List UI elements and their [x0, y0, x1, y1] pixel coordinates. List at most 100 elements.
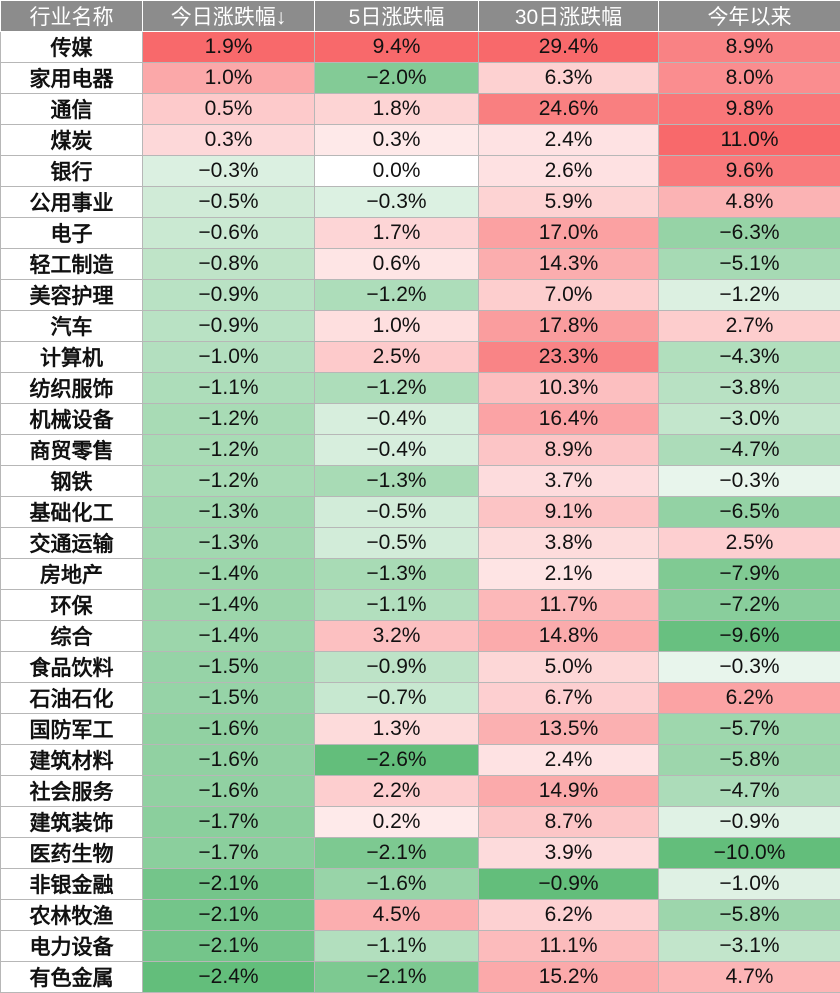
5day-change-cell: 1.7%: [315, 218, 479, 249]
ytd-change-cell: −4.3%: [659, 342, 840, 373]
5day-change-cell: −1.6%: [315, 869, 479, 900]
5day-change-cell: −2.1%: [315, 838, 479, 869]
ytd-change-cell: −3.0%: [659, 404, 840, 435]
today-change-cell: −1.0%: [143, 342, 315, 373]
table-row[interactable]: 医药生物−1.7%−2.1%3.9%−10.0%: [1, 838, 840, 869]
industry-name-cell: 医药生物: [1, 838, 143, 869]
industry-name-cell: 钢铁: [1, 466, 143, 497]
table-row[interactable]: 汽车−0.9%1.0%17.8%2.7%: [1, 311, 840, 342]
table-row[interactable]: 银行−0.3%0.0%2.6%9.6%: [1, 156, 840, 187]
industry-name-cell: 电力设备: [1, 931, 143, 962]
5day-change-cell: −0.9%: [315, 652, 479, 683]
industry-name-cell: 美容护理: [1, 280, 143, 311]
5day-change-cell: 4.5%: [315, 900, 479, 931]
ytd-change-cell: −4.7%: [659, 776, 840, 807]
30day-change-cell: 2.4%: [479, 745, 659, 776]
30day-change-cell: 29.4%: [479, 32, 659, 63]
ytd-change-cell: 8.0%: [659, 63, 840, 94]
header-30day-change[interactable]: 30日涨跌幅: [479, 1, 659, 32]
today-change-cell: −1.3%: [143, 528, 315, 559]
industry-name-cell: 家用电器: [1, 63, 143, 94]
table-row[interactable]: 综合−1.4%3.2%14.8%−9.6%: [1, 621, 840, 652]
ytd-change-cell: 4.8%: [659, 187, 840, 218]
industry-name-cell: 建筑材料: [1, 745, 143, 776]
table-row[interactable]: 石油石化−1.5%−0.7%6.7%6.2%: [1, 683, 840, 714]
30day-change-cell: 14.3%: [479, 249, 659, 280]
table-row[interactable]: 商贸零售−1.2%−0.4%8.9%−4.7%: [1, 435, 840, 466]
table-row[interactable]: 纺织服饰−1.1%−1.2%10.3%−3.8%: [1, 373, 840, 404]
table-row[interactable]: 交通运输−1.3%−0.5%3.8%2.5%: [1, 528, 840, 559]
table-row[interactable]: 环保−1.4%−1.1%11.7%−7.2%: [1, 590, 840, 621]
today-change-cell: −2.1%: [143, 931, 315, 962]
table-row[interactable]: 非银金融−2.1%−1.6%−0.9%−1.0%: [1, 869, 840, 900]
5day-change-cell: 1.3%: [315, 714, 479, 745]
30day-change-cell: 5.0%: [479, 652, 659, 683]
header-industry-name[interactable]: 行业名称: [1, 1, 143, 32]
industry-name-cell: 有色金属: [1, 962, 143, 993]
table-row[interactable]: 公用事业−0.5%−0.3%5.9%4.8%: [1, 187, 840, 218]
today-change-cell: −1.2%: [143, 404, 315, 435]
table-row[interactable]: 电子−0.6%1.7%17.0%−6.3%: [1, 218, 840, 249]
5day-change-cell: 9.4%: [315, 32, 479, 63]
today-change-cell: 1.9%: [143, 32, 315, 63]
30day-change-cell: 16.4%: [479, 404, 659, 435]
today-change-cell: −0.3%: [143, 156, 315, 187]
30day-change-cell: 17.8%: [479, 311, 659, 342]
30day-change-cell: 17.0%: [479, 218, 659, 249]
table-row[interactable]: 房地产−1.4%−1.3%2.1%−7.9%: [1, 559, 840, 590]
table-row[interactable]: 钢铁−1.2%−1.3%3.7%−0.3%: [1, 466, 840, 497]
industry-name-cell: 社会服务: [1, 776, 143, 807]
ytd-change-cell: 8.9%: [659, 32, 840, 63]
5day-change-cell: −1.2%: [315, 280, 479, 311]
header-ytd-change[interactable]: 今年以来: [659, 1, 840, 32]
table-row[interactable]: 建筑材料−1.6%−2.6%2.4%−5.8%: [1, 745, 840, 776]
industry-name-cell: 银行: [1, 156, 143, 187]
30day-change-cell: 6.3%: [479, 63, 659, 94]
ytd-change-cell: −6.5%: [659, 497, 840, 528]
ytd-change-cell: −1.2%: [659, 280, 840, 311]
header-5day-change[interactable]: 5日涨跌幅: [315, 1, 479, 32]
ytd-change-cell: 2.7%: [659, 311, 840, 342]
today-change-cell: −0.5%: [143, 187, 315, 218]
table-row[interactable]: 计算机−1.0%2.5%23.3%−4.3%: [1, 342, 840, 373]
today-change-cell: −2.4%: [143, 962, 315, 993]
industry-name-cell: 综合: [1, 621, 143, 652]
table-row[interactable]: 社会服务−1.6%2.2%14.9%−4.7%: [1, 776, 840, 807]
table-row[interactable]: 轻工制造−0.8%0.6%14.3%−5.1%: [1, 249, 840, 280]
5day-change-cell: 1.0%: [315, 311, 479, 342]
table-row[interactable]: 电力设备−2.1%−1.1%11.1%−3.1%: [1, 931, 840, 962]
industry-name-cell: 轻工制造: [1, 249, 143, 280]
30day-change-cell: 13.5%: [479, 714, 659, 745]
today-change-cell: 0.5%: [143, 94, 315, 125]
30day-change-cell: 8.9%: [479, 435, 659, 466]
header-today-change[interactable]: 今日涨跌幅↓: [143, 1, 315, 32]
table-row[interactable]: 美容护理−0.9%−1.2%7.0%−1.2%: [1, 280, 840, 311]
table-row[interactable]: 基础化工−1.3%−0.5%9.1%−6.5%: [1, 497, 840, 528]
5day-change-cell: −2.1%: [315, 962, 479, 993]
ytd-change-cell: 9.6%: [659, 156, 840, 187]
today-change-cell: −1.4%: [143, 559, 315, 590]
30day-change-cell: 7.0%: [479, 280, 659, 311]
ytd-change-cell: 4.7%: [659, 962, 840, 993]
30day-change-cell: 3.9%: [479, 838, 659, 869]
today-change-cell: −0.9%: [143, 311, 315, 342]
table-row[interactable]: 有色金属−2.4%−2.1%15.2%4.7%: [1, 962, 840, 993]
industry-name-cell: 农林牧渔: [1, 900, 143, 931]
ytd-change-cell: −7.9%: [659, 559, 840, 590]
table-row[interactable]: 农林牧渔−2.1%4.5%6.2%−5.8%: [1, 900, 840, 931]
ytd-change-cell: −5.1%: [659, 249, 840, 280]
30day-change-cell: 9.1%: [479, 497, 659, 528]
industry-name-cell: 纺织服饰: [1, 373, 143, 404]
industry-name-cell: 环保: [1, 590, 143, 621]
today-change-cell: −1.2%: [143, 435, 315, 466]
table-row[interactable]: 食品饮料−1.5%−0.9%5.0%−0.3%: [1, 652, 840, 683]
today-change-cell: −1.6%: [143, 745, 315, 776]
table-row[interactable]: 建筑装饰−1.7%0.2%8.7%−0.9%: [1, 807, 840, 838]
table-row[interactable]: 国防军工−1.6%1.3%13.5%−5.7%: [1, 714, 840, 745]
table-row[interactable]: 机械设备−1.2%−0.4%16.4%−3.0%: [1, 404, 840, 435]
